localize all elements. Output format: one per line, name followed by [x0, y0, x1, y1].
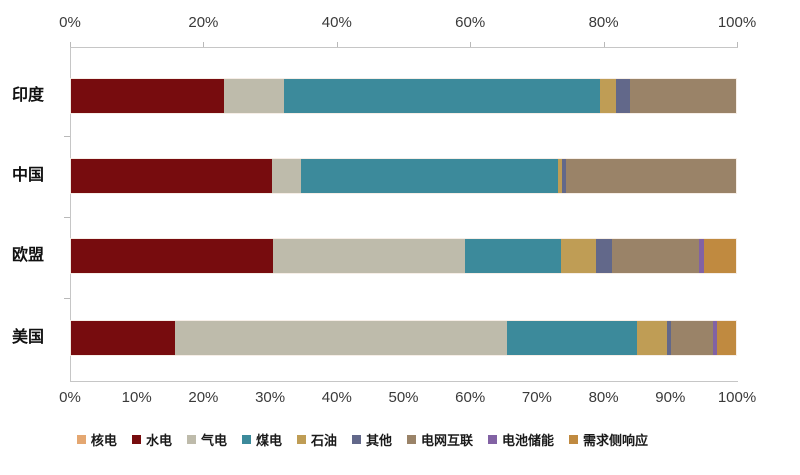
bar-segment: [712, 321, 718, 355]
bar-segment: [611, 239, 700, 273]
bar-segment: [71, 79, 224, 113]
bar-segment: [717, 321, 736, 355]
y-axis-line: [70, 47, 71, 382]
top-axis-tick-mark: [737, 42, 738, 47]
bar-segment: [273, 239, 465, 273]
legend-item: 需求侧响应: [569, 430, 648, 449]
y-axis-tick-mark: [64, 217, 70, 218]
bottom-axis-tick-label: 90%: [655, 389, 686, 406]
bottom-axis-tick-label: 80%: [588, 389, 619, 406]
bottom-axis-tick-label: 60%: [455, 389, 486, 406]
bar-row: [70, 320, 737, 356]
category-label: 欧盟: [11, 247, 44, 264]
bar-segment: [71, 239, 274, 273]
legend-swatch-icon: [407, 435, 417, 444]
legend-label: 电池储能: [502, 433, 555, 448]
legend-item: 电池储能: [488, 430, 554, 449]
top-axis-tick-label: 80%: [588, 14, 619, 31]
bottom-axis-tick-label: 10%: [121, 389, 152, 406]
bar-row: [70, 238, 737, 274]
legend-label: 石油: [310, 433, 337, 448]
bar-segment: [636, 321, 667, 355]
y-axis-tick-mark: [64, 136, 70, 137]
legend-label: 其他: [366, 433, 393, 448]
bar-segment: [283, 79, 600, 113]
bottom-axis-tick-label: 20%: [188, 389, 219, 406]
bottom-axis-tick-label: 50%: [388, 389, 419, 406]
top-axis-tick-label: 40%: [321, 14, 352, 31]
top-axis-line: [70, 47, 738, 48]
bottom-axis-tick-label: 0%: [59, 389, 81, 406]
bar-row: [70, 158, 737, 194]
legend-swatch-icon: [76, 435, 86, 444]
top-axis-tick-label: 0%: [59, 14, 81, 31]
bar-segment: [71, 159, 273, 193]
top-axis-tick-label: 100%: [717, 14, 757, 31]
legend-label: 需求侧响应: [583, 433, 649, 448]
legend-swatch-icon: [569, 435, 579, 444]
bottom-axis-tick-label: 40%: [321, 389, 352, 406]
bar-segment: [595, 239, 612, 273]
bar-segment: [629, 79, 736, 113]
legend-label: 气电: [200, 433, 227, 448]
legend-item: 煤电: [241, 430, 282, 449]
y-axis-tick-mark: [64, 298, 70, 299]
legend-swatch-icon: [296, 435, 306, 444]
bar-segment: [272, 159, 302, 193]
legend-label: 电网互联: [421, 433, 474, 448]
top-axis-tick-mark: [203, 42, 205, 47]
bar-segment: [616, 79, 630, 113]
bar-segment: [301, 159, 559, 193]
bar-segment: [666, 321, 672, 355]
bar-segment: [671, 321, 713, 355]
legend-item: 核电: [76, 430, 117, 449]
top-axis-tick-mark: [336, 42, 338, 47]
category-label: 中国: [11, 167, 44, 184]
bar-segment: [464, 239, 562, 273]
legend-item: 石油: [296, 430, 337, 449]
category-label: 印度: [11, 87, 44, 104]
bottom-axis-tick-label: 100%: [717, 389, 757, 406]
legend-swatch-icon: [352, 435, 361, 444]
bar-segment: [561, 159, 567, 193]
plot-area: [70, 47, 737, 381]
legend-item: 电网互联: [407, 430, 473, 449]
legend-swatch-icon: [186, 435, 196, 444]
bottom-axis-tick-label: 30%: [255, 389, 286, 406]
bar-segment: [699, 239, 705, 273]
top-axis-tick-label: 60%: [455, 14, 486, 31]
top-axis-tick-mark: [470, 42, 472, 47]
bar-segment: [704, 239, 736, 273]
bar-segment: [223, 79, 284, 113]
legend-item: 其他: [352, 430, 392, 449]
bar-segment: [507, 321, 637, 355]
category-label: 美国: [11, 329, 44, 346]
legend-label: 核电: [90, 433, 117, 448]
bar-segment: [71, 321, 175, 355]
legend-label: 煤电: [255, 433, 282, 448]
chart-legend: 核电 水电 气电 煤电 石油 其他 电网互联 电池储能 需求侧响应: [15, 430, 710, 449]
bottom-axis-tick-label: 70%: [521, 389, 552, 406]
legend-label: 水电: [145, 433, 172, 448]
bar-segment: [558, 159, 562, 193]
bar-row: [70, 78, 737, 114]
legend-swatch-icon: [241, 435, 251, 444]
bar-segment: [561, 239, 596, 273]
legend-item: 水电: [131, 430, 172, 449]
legend-swatch-icon: [488, 435, 498, 444]
top-axis-tick-mark: [603, 42, 605, 47]
legend-item: 气电: [186, 430, 227, 449]
bar-segment: [174, 321, 508, 355]
bar-segment: [599, 79, 617, 113]
bar-segment: [566, 159, 736, 193]
bottom-axis-line: [70, 381, 738, 382]
top-axis-tick-label: 20%: [188, 14, 219, 31]
legend-swatch-icon: [131, 435, 141, 444]
